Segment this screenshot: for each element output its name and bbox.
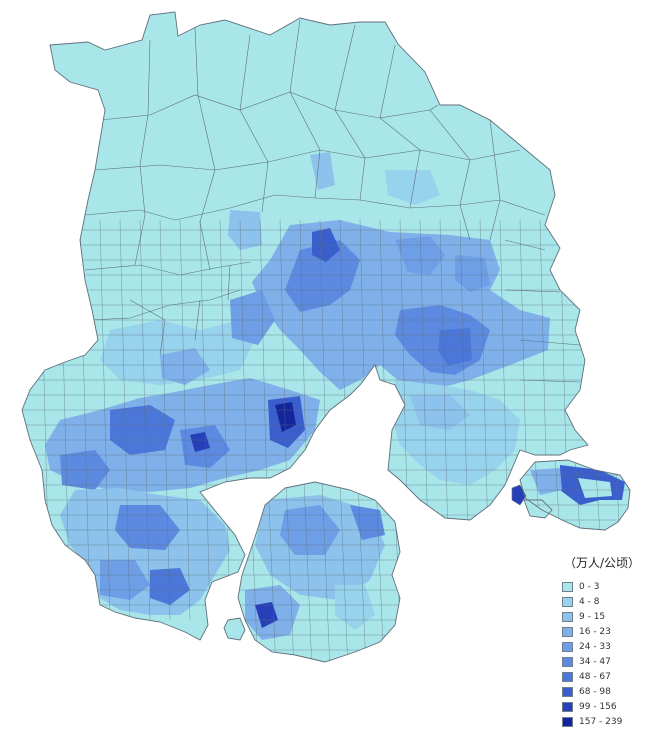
legend-label: 9 - 15 bbox=[579, 611, 606, 622]
legend-label: 24 - 33 bbox=[579, 641, 611, 652]
legend-label: 99 - 156 bbox=[579, 701, 617, 712]
legend-label: 48 - 67 bbox=[579, 671, 611, 682]
legend-swatch bbox=[562, 581, 573, 592]
legend-title: （万人/公顷） bbox=[564, 556, 641, 570]
legend-swatch bbox=[562, 596, 573, 607]
legend-swatch bbox=[562, 671, 573, 682]
legend-label: 34 - 47 bbox=[579, 656, 611, 667]
parcel-lines-large bbox=[84, 19, 581, 383]
legend-swatch bbox=[562, 686, 573, 697]
legend-swatch bbox=[562, 611, 573, 622]
legend-item: 157 - 239 bbox=[562, 714, 646, 729]
legend-item: 16 - 23 bbox=[562, 624, 646, 639]
legend-item: 24 - 33 bbox=[562, 639, 646, 654]
density-map bbox=[21, 11, 631, 663]
legend: （万人/公顷） 0 - 3 4 - 8 9 - 15 16 - 23 24 - … bbox=[562, 554, 646, 729]
base-land bbox=[22, 12, 630, 662]
legend-label: 16 - 23 bbox=[579, 626, 611, 637]
legend-item: 4 - 8 bbox=[562, 594, 646, 609]
legend-item: 99 - 156 bbox=[562, 699, 646, 714]
legend-label: 4 - 8 bbox=[579, 596, 600, 607]
legend-item: 68 - 98 bbox=[562, 684, 646, 699]
east-parcel-lines bbox=[520, 460, 630, 530]
legend-swatch bbox=[562, 626, 573, 637]
coastline-outlines bbox=[21, 11, 631, 663]
legend-swatch bbox=[562, 641, 573, 652]
legend-item: 0 - 3 bbox=[562, 579, 646, 594]
legend-item: 34 - 47 bbox=[562, 654, 646, 669]
island-parcel-lines bbox=[238, 482, 400, 662]
legend-label: 0 - 3 bbox=[579, 581, 600, 592]
legend-item: 9 - 15 bbox=[562, 609, 646, 624]
legend-swatch bbox=[562, 701, 573, 712]
legend-swatch bbox=[562, 716, 573, 727]
legend-item: 48 - 67 bbox=[562, 669, 646, 684]
legend-label: 68 - 98 bbox=[579, 686, 611, 697]
density-zones bbox=[45, 152, 550, 615]
legend-swatch bbox=[562, 656, 573, 667]
legend-label: 157 - 239 bbox=[579, 716, 623, 727]
island-density-zones bbox=[245, 495, 385, 640]
